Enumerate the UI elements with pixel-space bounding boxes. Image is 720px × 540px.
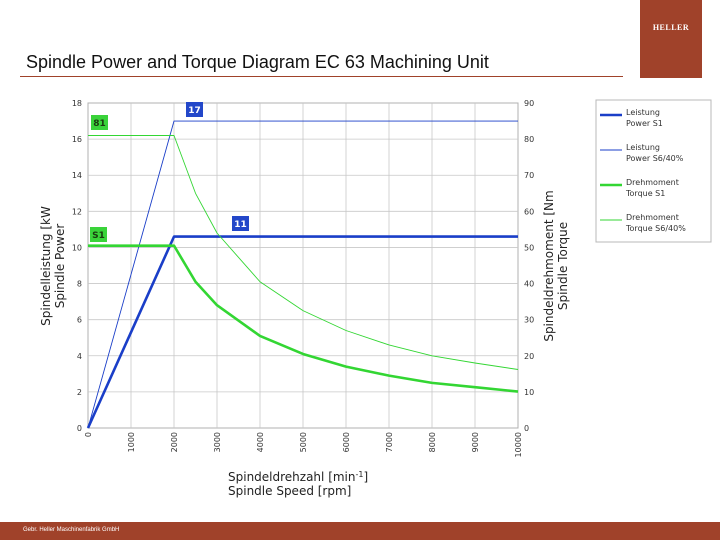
x-tick-label: 3000 [213, 432, 222, 452]
annotation-box [232, 216, 249, 231]
x-axis-label-line1: Spindeldrehzahl [min-1] [228, 470, 368, 484]
y-left-tick-label: 12 [72, 207, 82, 216]
logo-text: HELLER [652, 23, 690, 32]
y-right-tick-label: 40 [524, 280, 534, 289]
y-right-label-line2: Spindle Torque [556, 222, 570, 310]
y-left-tick-label: 6 [77, 316, 82, 325]
x-axis-label-line2: Spindle Speed [rpm] [228, 484, 351, 498]
legend-box [595, 99, 712, 243]
x-tick-label: 5000 [299, 432, 308, 452]
y-right-tick-label: 90 [524, 99, 534, 108]
x-tick-label: 6000 [342, 432, 351, 452]
series-line-power-thick [86, 235, 518, 429]
legend-label-line1: Leistung [626, 108, 660, 117]
y-right-tick-label: 60 [524, 207, 534, 216]
heller-logo: HELLER [640, 0, 702, 78]
legend-label-line1: Drehmoment [626, 213, 679, 222]
x-tick-label: 2000 [170, 432, 179, 452]
y-left-tick-label: 4 [77, 352, 82, 361]
x-tick-label: 0 [84, 432, 93, 437]
series-line-torque-thin [88, 135, 519, 370]
annotation-box [186, 102, 203, 117]
y-right-label-line1: Spindeldrehmoment [Nm [542, 190, 556, 341]
legend-label-line2: Power S6/40% [626, 154, 684, 163]
y-right-tick-label: 70 [524, 171, 534, 180]
annotation-label: 81 [93, 119, 106, 129]
x-tick-label: 1000 [127, 432, 136, 452]
x-tick-label: 7000 [385, 432, 394, 452]
y-left-tick-label: 10 [72, 243, 82, 252]
x-tick-label: 8000 [428, 432, 437, 452]
legend-label-line1: Drehmoment [626, 178, 679, 187]
footer-text: Gebr. Heller Maschinenfabrik GmbH [23, 527, 120, 533]
y-right-tick-label: 20 [524, 352, 534, 361]
annotation-label: S1 [92, 231, 105, 241]
legend-label-line2: Power S1 [626, 119, 663, 128]
y-right-tick-label: 10 [524, 388, 534, 397]
footer-bar: Gebr. Heller Maschinenfabrik GmbH [0, 522, 720, 540]
y-left-tick-label: 14 [72, 171, 82, 180]
annotation-label: 11 [234, 220, 247, 230]
page-title: Spindle Power and Torque Diagram EC 63 M… [26, 52, 489, 72]
y-left-tick-label: 8 [77, 280, 82, 289]
y-left-label-line1: Spindelleistung [kW [39, 206, 53, 326]
legend-label-line2: Torque S6/40% [625, 224, 686, 233]
title-divider [20, 76, 623, 77]
annotation-box [91, 115, 108, 130]
x-tick-label: 10000 [514, 432, 523, 457]
y-right-tick-label: 0 [524, 424, 529, 433]
series-line-power-thin [87, 120, 518, 429]
annotation-label: 17 [188, 106, 201, 116]
legend-label-line1: Leistung [626, 143, 660, 152]
y-left-tick-label: 16 [72, 135, 82, 144]
y-right-tick-label: 30 [524, 316, 534, 325]
x-tick-label: 9000 [471, 432, 480, 452]
y-left-tick-label: 2 [77, 388, 82, 397]
annotation-box [90, 227, 107, 242]
y-left-tick-label: 0 [77, 424, 82, 433]
legend-label-line2: Torque S1 [625, 189, 665, 198]
x-tick-label: 4000 [256, 432, 265, 452]
y-left-axis-label: Spindelleistung [kW Spindle Power [39, 206, 67, 326]
y-left-label-line2: Spindle Power [53, 224, 67, 309]
series-line-torque-thick [88, 244, 519, 393]
y-right-axis-label: Spindeldrehmoment [Nm Spindle Torque [542, 190, 570, 341]
y-left-tick-label: 18 [72, 99, 82, 108]
y-right-tick-label: 50 [524, 243, 534, 252]
y-right-tick-label: 80 [524, 135, 534, 144]
